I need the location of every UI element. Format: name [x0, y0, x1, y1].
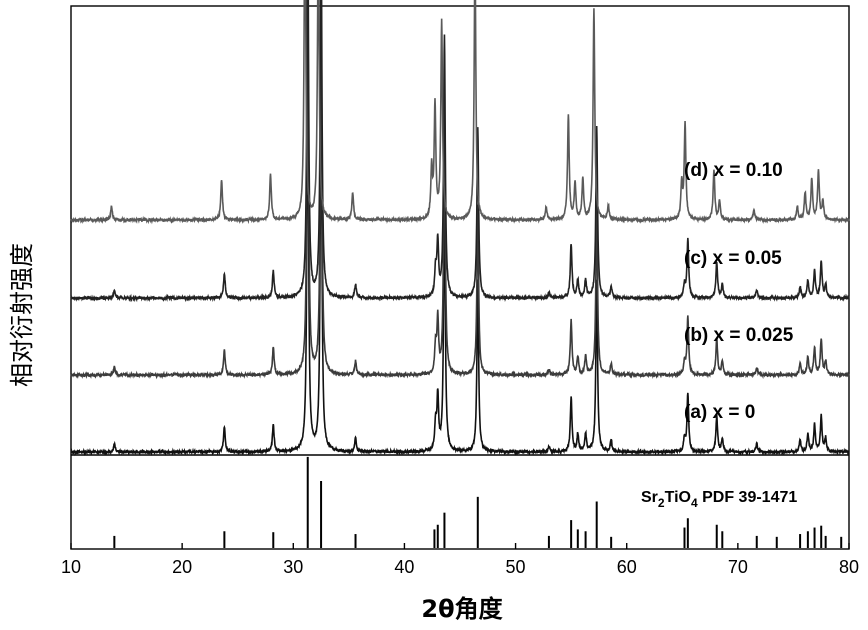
series-line-1	[71, 0, 849, 376]
x-tick-label-10: 10	[61, 557, 81, 577]
series-label-0: (a) x = 0	[684, 402, 755, 423]
x-tick-label-70: 70	[728, 557, 748, 577]
series-label-1: (b) x = 0.025	[684, 325, 794, 346]
series-label-3: (d) x = 0.10	[684, 160, 783, 181]
series-group	[71, 0, 849, 453]
x-axis: 10 20 30 40 50 60 70 80	[61, 543, 859, 577]
plot-area	[71, 6, 849, 549]
y-axis-title: 相对衍射强度	[8, 243, 36, 387]
x-axis-title: 2θ角度	[421, 595, 503, 623]
x-tick-label-20: 20	[172, 557, 192, 577]
series-label-2: (c) x = 0.05	[684, 248, 782, 269]
reference-label: Sr2TiO4 PDF 39-1471	[641, 489, 797, 510]
x-tick-label-60: 60	[617, 557, 637, 577]
series-line-3	[71, 0, 849, 221]
x-tick-label-40: 40	[394, 557, 414, 577]
x-tick-label-50: 50	[506, 557, 526, 577]
series-labels: (a) x = 0 (b) x = 0.025 (c) x = 0.05 (d) x …	[684, 160, 794, 423]
x-tick-label-80: 80	[839, 557, 859, 577]
x-tick-label-30: 30	[283, 557, 303, 577]
plot-frame	[71, 6, 849, 549]
